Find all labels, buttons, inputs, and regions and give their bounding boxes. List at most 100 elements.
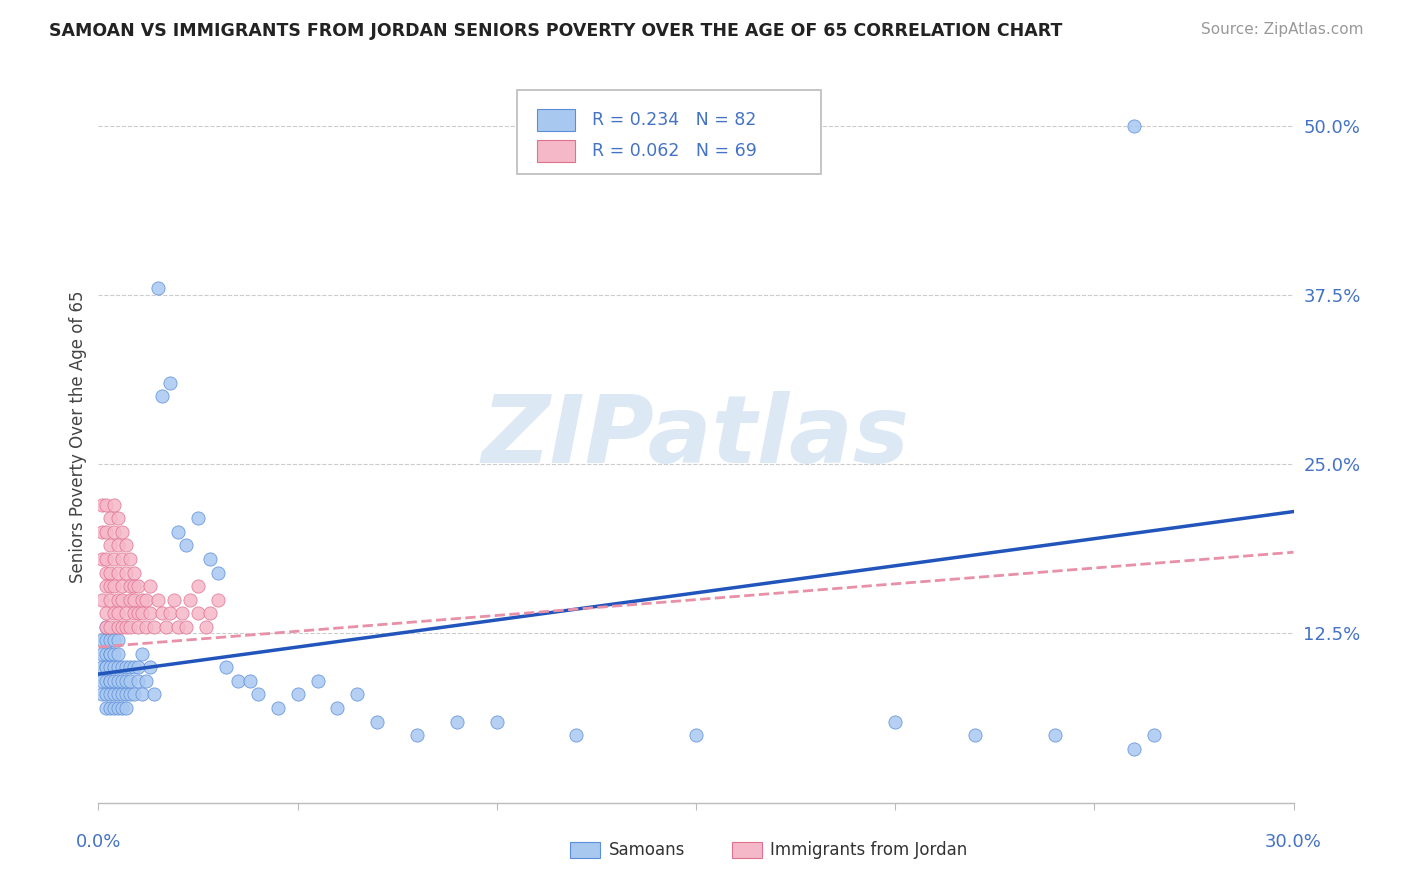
Point xyxy=(115,673,138,688)
Point xyxy=(120,688,142,702)
Point xyxy=(91,498,114,512)
Point xyxy=(406,728,429,742)
Point xyxy=(963,728,986,742)
Point xyxy=(96,579,118,593)
Point xyxy=(135,620,157,634)
Point xyxy=(96,606,118,620)
Point xyxy=(96,620,118,634)
Point xyxy=(103,673,125,688)
Point xyxy=(120,660,142,674)
Point xyxy=(326,701,349,715)
Point xyxy=(115,538,138,552)
Point xyxy=(96,660,118,674)
Point xyxy=(1043,728,1066,742)
Point xyxy=(98,538,122,552)
Point xyxy=(107,673,129,688)
Point xyxy=(127,620,149,634)
Point xyxy=(96,524,118,539)
Point xyxy=(115,701,138,715)
Point xyxy=(98,673,122,688)
Point xyxy=(1123,119,1146,133)
Point xyxy=(565,728,588,742)
Point xyxy=(446,714,468,729)
Point xyxy=(98,579,122,593)
Text: Samoans: Samoans xyxy=(609,840,685,859)
Point xyxy=(150,606,173,620)
Text: 30.0%: 30.0% xyxy=(1265,833,1322,851)
Point xyxy=(98,592,122,607)
Point xyxy=(103,524,125,539)
Point xyxy=(143,620,166,634)
Point xyxy=(111,620,134,634)
Text: R = 0.062   N = 69: R = 0.062 N = 69 xyxy=(592,142,756,160)
Point xyxy=(135,673,157,688)
Text: ZIPatlas: ZIPatlas xyxy=(482,391,910,483)
Point xyxy=(120,592,142,607)
FancyBboxPatch shape xyxy=(517,90,821,174)
Point xyxy=(198,552,221,566)
Point xyxy=(103,701,125,715)
Point xyxy=(98,620,122,634)
Point xyxy=(226,673,249,688)
Point xyxy=(107,566,129,580)
Point xyxy=(131,688,153,702)
Point xyxy=(120,579,142,593)
Point xyxy=(91,552,114,566)
Point xyxy=(103,606,125,620)
Point xyxy=(115,566,138,580)
Point xyxy=(107,511,129,525)
Point xyxy=(91,688,114,702)
Point xyxy=(174,538,197,552)
Point xyxy=(215,660,238,674)
Point xyxy=(91,633,114,648)
Text: R = 0.234   N = 82: R = 0.234 N = 82 xyxy=(592,112,756,129)
Point xyxy=(159,376,181,390)
Point xyxy=(287,688,309,702)
Point xyxy=(267,701,290,715)
Point xyxy=(96,498,118,512)
Point xyxy=(103,647,125,661)
Point xyxy=(91,592,114,607)
Point xyxy=(98,688,122,702)
Point xyxy=(91,673,114,688)
Point xyxy=(143,688,166,702)
Point xyxy=(195,620,218,634)
Point xyxy=(96,660,118,674)
Point xyxy=(163,592,186,607)
Point xyxy=(135,592,157,607)
Point xyxy=(115,606,138,620)
Point xyxy=(96,688,118,702)
Point xyxy=(131,647,153,661)
Text: Immigrants from Jordan: Immigrants from Jordan xyxy=(770,840,967,859)
Point xyxy=(150,389,173,403)
Point xyxy=(98,660,122,674)
Point xyxy=(111,673,134,688)
Point xyxy=(91,647,114,661)
Point xyxy=(111,660,134,674)
Point xyxy=(127,579,149,593)
Point xyxy=(167,620,190,634)
Point xyxy=(96,620,118,634)
Point xyxy=(884,714,907,729)
Point xyxy=(96,552,118,566)
Point xyxy=(115,688,138,702)
Point xyxy=(131,606,153,620)
Point xyxy=(174,620,197,634)
Point xyxy=(103,552,125,566)
Point xyxy=(187,579,209,593)
Point xyxy=(98,673,122,688)
Point xyxy=(239,673,262,688)
Point xyxy=(1143,728,1166,742)
Point xyxy=(198,606,221,620)
Text: SAMOAN VS IMMIGRANTS FROM JORDAN SENIORS POVERTY OVER THE AGE OF 65 CORRELATION : SAMOAN VS IMMIGRANTS FROM JORDAN SENIORS… xyxy=(49,22,1063,40)
Point xyxy=(103,660,125,674)
Point xyxy=(485,714,508,729)
Point xyxy=(107,538,129,552)
Point xyxy=(127,673,149,688)
Point xyxy=(127,660,149,674)
Point xyxy=(107,606,129,620)
Point xyxy=(107,620,129,634)
Point xyxy=(91,524,114,539)
Bar xyxy=(537,109,575,131)
Point xyxy=(111,701,134,715)
